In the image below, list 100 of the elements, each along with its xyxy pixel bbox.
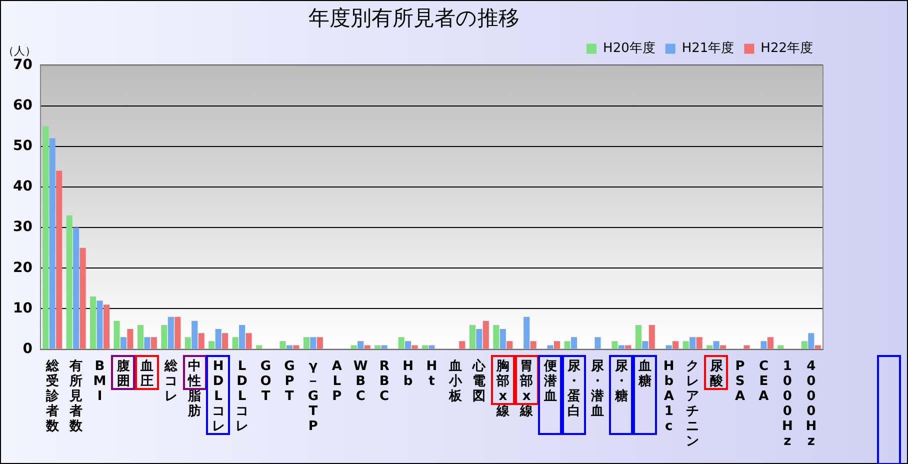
bar <box>642 341 648 349</box>
bar <box>412 345 418 349</box>
bar <box>428 345 435 349</box>
bar <box>476 329 482 349</box>
bar <box>246 333 252 349</box>
bar <box>144 337 150 349</box>
x-tick-label: 中性脂肪 <box>187 359 202 419</box>
legend-label: H21年度 <box>682 40 734 56</box>
bar <box>778 345 784 349</box>
bar <box>422 345 428 349</box>
bar <box>482 320 489 349</box>
bar <box>192 320 198 349</box>
bar <box>760 341 767 349</box>
bar <box>114 320 120 349</box>
x-tick-label: Hb <box>402 359 414 390</box>
y-tick-label: 20 <box>13 260 33 276</box>
bar <box>120 337 126 349</box>
x-tick-label: 総受診者数 <box>44 359 60 434</box>
x-tick-label: γ－GTP <box>306 359 320 434</box>
bar <box>672 341 679 349</box>
x-tick-label: LDLコレ <box>236 359 249 434</box>
bar <box>594 337 601 349</box>
x-tick-label: GOT <box>260 359 272 404</box>
x-tick-label: 尿・潜血 <box>590 359 606 419</box>
bar <box>690 337 696 349</box>
bar <box>358 341 364 349</box>
bar <box>184 337 191 349</box>
x-tick-label: クレアチニン <box>686 359 700 449</box>
x-tick-label: HbA1c <box>663 359 674 434</box>
bar <box>570 337 578 349</box>
bar <box>49 138 56 349</box>
bar <box>90 296 96 349</box>
x-tick-label: 有所見者数 <box>68 359 84 434</box>
bar <box>524 316 530 349</box>
bar <box>42 126 49 349</box>
bar <box>168 316 174 349</box>
bar <box>493 324 500 349</box>
bar <box>232 337 238 349</box>
bar <box>744 345 750 349</box>
bar <box>73 228 80 349</box>
bar <box>767 337 774 349</box>
bar <box>103 304 110 349</box>
x-tick-label: Ht <box>426 359 438 390</box>
bar <box>293 345 300 349</box>
bar <box>635 324 642 349</box>
bar <box>350 345 357 349</box>
x-tick-label: PSA <box>734 359 746 404</box>
x-tick-label: 尿・蛋白 <box>566 359 582 419</box>
bar <box>56 170 62 349</box>
x-tick-label: RBC <box>379 359 390 404</box>
bar <box>381 345 388 349</box>
bar <box>666 345 672 349</box>
bar <box>222 333 228 349</box>
bar <box>150 337 157 349</box>
x-tick-label: BMI <box>93 359 106 404</box>
bar <box>696 337 702 349</box>
bar <box>215 329 222 349</box>
bar <box>682 341 689 349</box>
y-tick-label: 0 <box>22 340 33 357</box>
bar <box>239 324 246 349</box>
x-tick-label: 1000Hz <box>782 359 793 449</box>
bar <box>625 345 632 349</box>
bar <box>208 341 215 349</box>
y-tick-label: 40 <box>13 178 33 195</box>
x-tick-label: 便潜血 <box>542 359 557 404</box>
x-tick-label: 胃部x線 <box>519 359 534 419</box>
bar <box>80 248 86 349</box>
bar <box>303 337 310 349</box>
bar <box>814 345 821 349</box>
x-tick-label: 尿・糖 <box>614 359 629 404</box>
bar <box>316 337 323 349</box>
x-tick-label: 尿酸 <box>708 359 724 390</box>
y-tick-label: 60 <box>13 97 33 114</box>
chart-title: 年度別有所見者の推移 <box>308 6 520 30</box>
bar <box>280 341 286 349</box>
legend-label: H20年度 <box>603 40 656 56</box>
bar <box>96 300 103 349</box>
bar <box>530 341 536 349</box>
y-tick-label: 10 <box>13 300 33 316</box>
x-tick-label: 胸部x線 <box>495 359 510 419</box>
bar <box>713 341 720 349</box>
bar <box>161 324 168 349</box>
bar <box>706 345 713 349</box>
x-tick-label: 血圧 <box>140 359 154 390</box>
bar <box>564 341 570 349</box>
x-tick-label: CEA <box>758 359 769 404</box>
bar <box>364 345 370 349</box>
bar <box>198 333 204 349</box>
x-tick-label: GPT <box>284 359 295 404</box>
bar <box>547 345 554 349</box>
x-tick-label: 腹囲 <box>116 359 130 390</box>
bar <box>648 324 655 349</box>
bar <box>398 337 404 349</box>
bar <box>459 341 466 349</box>
bar <box>506 341 513 349</box>
x-tick-label: 血小板 <box>448 359 463 404</box>
bar <box>374 345 381 349</box>
bar <box>66 215 72 349</box>
x-tick-label: ALP <box>332 359 342 404</box>
bar <box>174 316 181 349</box>
